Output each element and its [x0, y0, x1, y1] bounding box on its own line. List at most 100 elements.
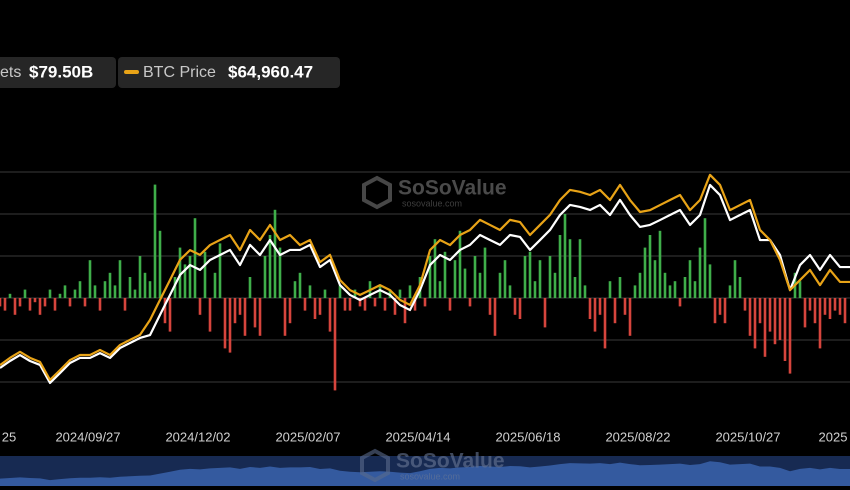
bar — [283, 298, 287, 336]
legend-value: $79.50B — [29, 62, 93, 81]
bar — [343, 298, 347, 311]
x-tick-label: 2025/08/22 — [605, 429, 670, 444]
bar — [478, 272, 482, 298]
bar — [728, 285, 732, 298]
x-tick-label: 25 — [2, 429, 16, 444]
navigator — [0, 456, 850, 486]
bar — [108, 272, 112, 298]
bar — [663, 272, 667, 298]
bar — [693, 281, 697, 298]
bar — [833, 298, 837, 311]
bar — [218, 243, 222, 298]
bar — [68, 298, 72, 307]
bar — [288, 298, 292, 324]
x-tick-label: 2025 — [819, 429, 848, 444]
bar — [443, 251, 447, 298]
bar — [573, 277, 577, 298]
bar — [43, 298, 47, 307]
bar — [698, 247, 702, 298]
bar — [298, 272, 302, 298]
bar — [493, 298, 497, 336]
bar — [603, 298, 607, 349]
bar — [143, 272, 147, 298]
bar — [128, 277, 132, 298]
bar — [148, 281, 152, 298]
bar — [618, 277, 622, 298]
bar — [788, 298, 792, 374]
bar — [393, 298, 397, 315]
bar — [488, 298, 492, 315]
bar — [103, 281, 107, 298]
bar — [383, 298, 387, 311]
navigator-area — [0, 461, 850, 486]
bar — [203, 251, 207, 298]
bar — [413, 298, 417, 311]
x-tick-label: 2024/12/02 — [165, 429, 230, 444]
x-tick-label: 2024/09/27 — [55, 429, 120, 444]
bar — [423, 298, 427, 307]
bar — [608, 281, 612, 298]
bar — [473, 256, 477, 298]
bar — [468, 298, 472, 307]
bar — [838, 298, 842, 315]
bar — [763, 298, 767, 357]
bar — [188, 256, 192, 298]
legend-label: BTC Price — [143, 64, 216, 81]
legend-item-background — [118, 57, 340, 88]
watermark-url: sosovalue.com — [400, 471, 460, 481]
bar — [48, 289, 52, 298]
bar — [8, 293, 12, 298]
bar — [338, 285, 342, 298]
bar — [118, 260, 122, 298]
bar — [303, 298, 307, 311]
bar — [668, 285, 672, 298]
bar — [713, 298, 717, 324]
bar — [633, 285, 637, 298]
bar — [63, 285, 67, 298]
bar — [333, 298, 337, 391]
legend-value: $64,960.47 — [228, 62, 313, 81]
bar — [373, 298, 377, 307]
bar — [358, 298, 362, 307]
bar — [613, 298, 617, 324]
bar — [733, 260, 737, 298]
bar — [718, 298, 722, 315]
bar — [803, 298, 807, 328]
bar — [483, 247, 487, 298]
bar — [568, 239, 572, 298]
bar — [703, 218, 707, 298]
bar — [638, 272, 642, 298]
bar — [0, 298, 2, 307]
bar — [578, 239, 582, 298]
bar — [208, 298, 212, 332]
bar — [3, 298, 7, 311]
bar — [268, 235, 272, 298]
bar — [688, 260, 692, 298]
bar — [263, 256, 267, 298]
bar — [138, 256, 142, 298]
bar — [783, 298, 787, 361]
x-tick-label: 2025/06/18 — [495, 429, 560, 444]
bar — [58, 293, 62, 298]
legend-label: ets — [0, 64, 21, 81]
bar — [78, 281, 82, 298]
bar — [533, 281, 537, 298]
bar — [73, 289, 77, 298]
bar — [548, 256, 552, 298]
bar — [243, 298, 247, 336]
bar — [323, 289, 327, 298]
bar — [403, 298, 407, 324]
watermark-icon — [362, 175, 392, 210]
bar — [723, 298, 727, 324]
bar — [163, 298, 167, 324]
bar — [198, 298, 202, 315]
bar — [38, 298, 42, 315]
bar — [458, 230, 462, 298]
bar — [843, 298, 847, 324]
bar — [433, 239, 437, 298]
bar — [813, 298, 817, 324]
bar — [273, 209, 277, 298]
bar — [453, 260, 457, 298]
bar — [518, 298, 522, 319]
